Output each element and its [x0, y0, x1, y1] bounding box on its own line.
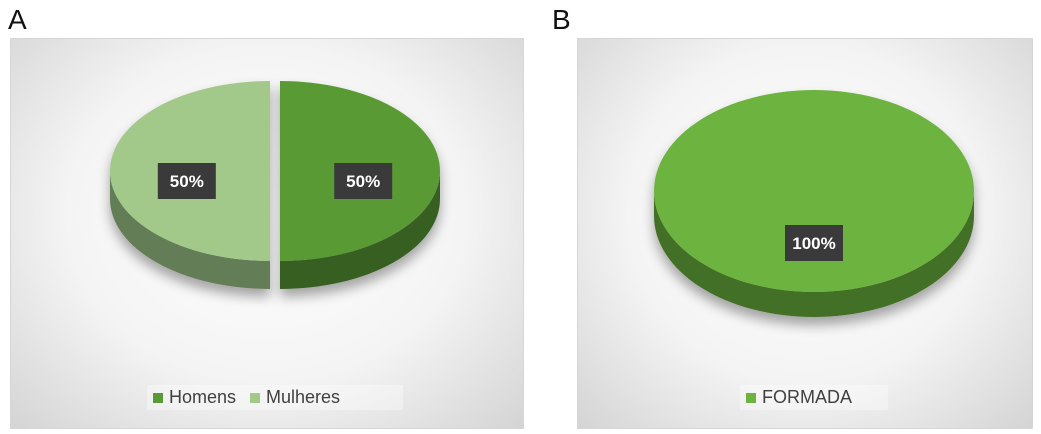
data-label-homens: 50%	[334, 163, 393, 199]
data-label-formada: 100%	[785, 225, 843, 261]
legend-swatch-mulheres	[250, 392, 261, 403]
svg-text:100%: 100%	[792, 234, 835, 253]
legend-a: Homens Mulheres	[147, 385, 403, 410]
legend-label-homens: Homens	[169, 387, 237, 407]
svg-text:50%: 50%	[346, 172, 380, 191]
svg-text:50%: 50%	[170, 172, 204, 191]
legend-b: FORMADA	[740, 385, 888, 410]
panel-label-a: A	[8, 4, 27, 35]
legend-label-formada: FORMADA	[762, 387, 852, 407]
chart-a: 50% 50% Homens Mulheres	[10, 38, 524, 429]
legend-item-homens: Homens	[153, 387, 236, 408]
panel-label-b: B	[552, 4, 571, 35]
pie-chart-b: 100%	[654, 90, 974, 317]
legend-swatch-formada	[746, 392, 756, 403]
pie-slice-formada	[654, 90, 974, 317]
chart-b: 100% FORMADA	[577, 38, 1033, 429]
data-label-mulheres: 50%	[157, 163, 216, 199]
legend-item-mulheres: Mulheres	[250, 387, 340, 408]
legend-swatch-homens	[153, 392, 163, 403]
legend-label-mulheres: Mulheres	[266, 387, 341, 407]
pie-chart-a: 50% 50%	[110, 81, 440, 289]
legend-item-formada: FORMADA	[746, 387, 852, 408]
